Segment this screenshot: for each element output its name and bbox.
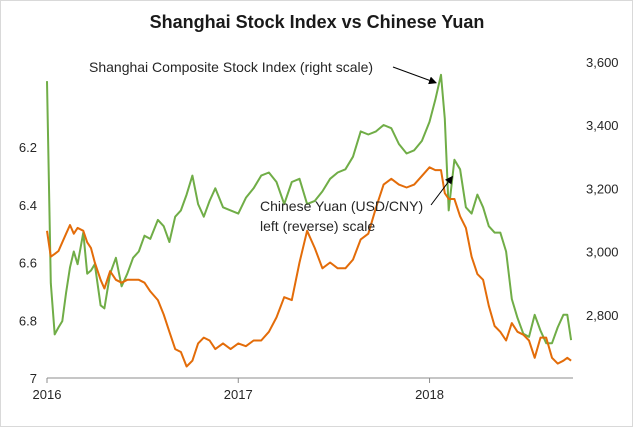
left-tick-label: 6.8	[19, 313, 37, 328]
annotations: Shanghai Composite Stock Index (right sc…	[89, 59, 454, 234]
right-tick-label: 2,800	[586, 308, 619, 323]
stock-annotation-arrow	[392, 66, 437, 85]
x-tick-label: 2017	[224, 387, 253, 402]
left-tick-label: 6.4	[19, 198, 37, 213]
right-y-axis: 2,800 3,000 3,200 3,400 3,600	[586, 55, 619, 323]
x-tick-label: 2016	[33, 387, 62, 402]
yuan-annotation-arrow	[430, 175, 454, 206]
x-tick-label: 2018	[415, 387, 444, 402]
left-tick-label: 7	[30, 371, 37, 386]
left-tick-label: 6.6	[19, 256, 37, 271]
shanghai-index-line	[46, 73, 573, 345]
right-tick-label: 3,000	[586, 245, 619, 260]
yuan-annotation-line1: Chinese Yuan (USD/CNY)	[260, 198, 423, 214]
left-tick-label: 6.2	[19, 140, 37, 155]
chart-title: Shanghai Stock Index vs Chinese Yuan	[150, 12, 485, 32]
x-axis: 2016 2017 2018	[33, 378, 444, 402]
left-y-axis: 6.2 6.4 6.6 6.8 7	[19, 140, 37, 386]
right-tick-label: 3,400	[586, 118, 619, 133]
yuan-annotation-line2: left (reverse) scale	[260, 218, 375, 234]
right-tick-label: 3,600	[586, 55, 619, 70]
stock-annotation-label: Shanghai Composite Stock Index (right sc…	[89, 59, 373, 75]
series-group	[46, 73, 573, 368]
right-tick-label: 3,200	[586, 181, 619, 196]
yuan-line	[46, 166, 572, 368]
